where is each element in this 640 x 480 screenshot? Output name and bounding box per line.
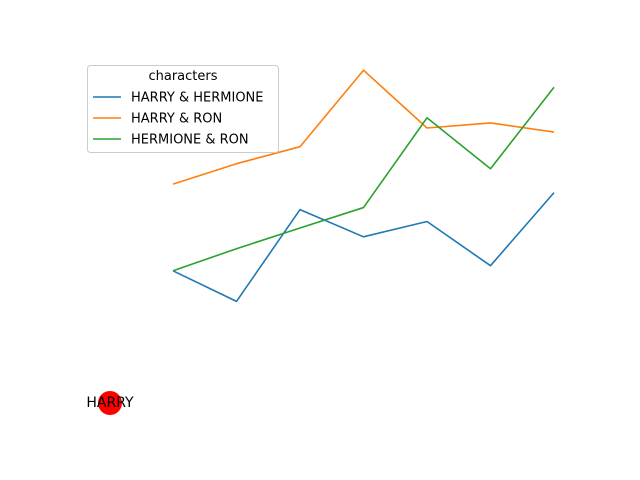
node-label: HARRY [86,395,134,411]
series-line-harry-ron [172,69,555,185]
marker-layer: HARRY [86,391,134,415]
legend: characters HARRY & HERMIONE HARRY & RON HE… [87,65,279,153]
series-line-harry-hermione [172,192,555,303]
legend-entry-hermione-ron: HERMIONE & RON [93,133,249,148]
legend-entry-harry-hermione: HARRY & HERMIONE [93,91,264,106]
node-dot [98,391,122,415]
legend-label: HERMIONE & RON [131,133,249,148]
series-layer [172,69,555,303]
node-marker-harry: HARRY [86,391,134,415]
legend-title: characters [148,69,217,84]
legend-frame [87,65,279,153]
series-line-hermione-ron [172,86,555,272]
legend-label: HARRY & RON [131,112,222,127]
legend-entry-harry-ron: HARRY & RON [93,112,222,127]
legend-label: HARRY & HERMIONE [131,91,264,106]
